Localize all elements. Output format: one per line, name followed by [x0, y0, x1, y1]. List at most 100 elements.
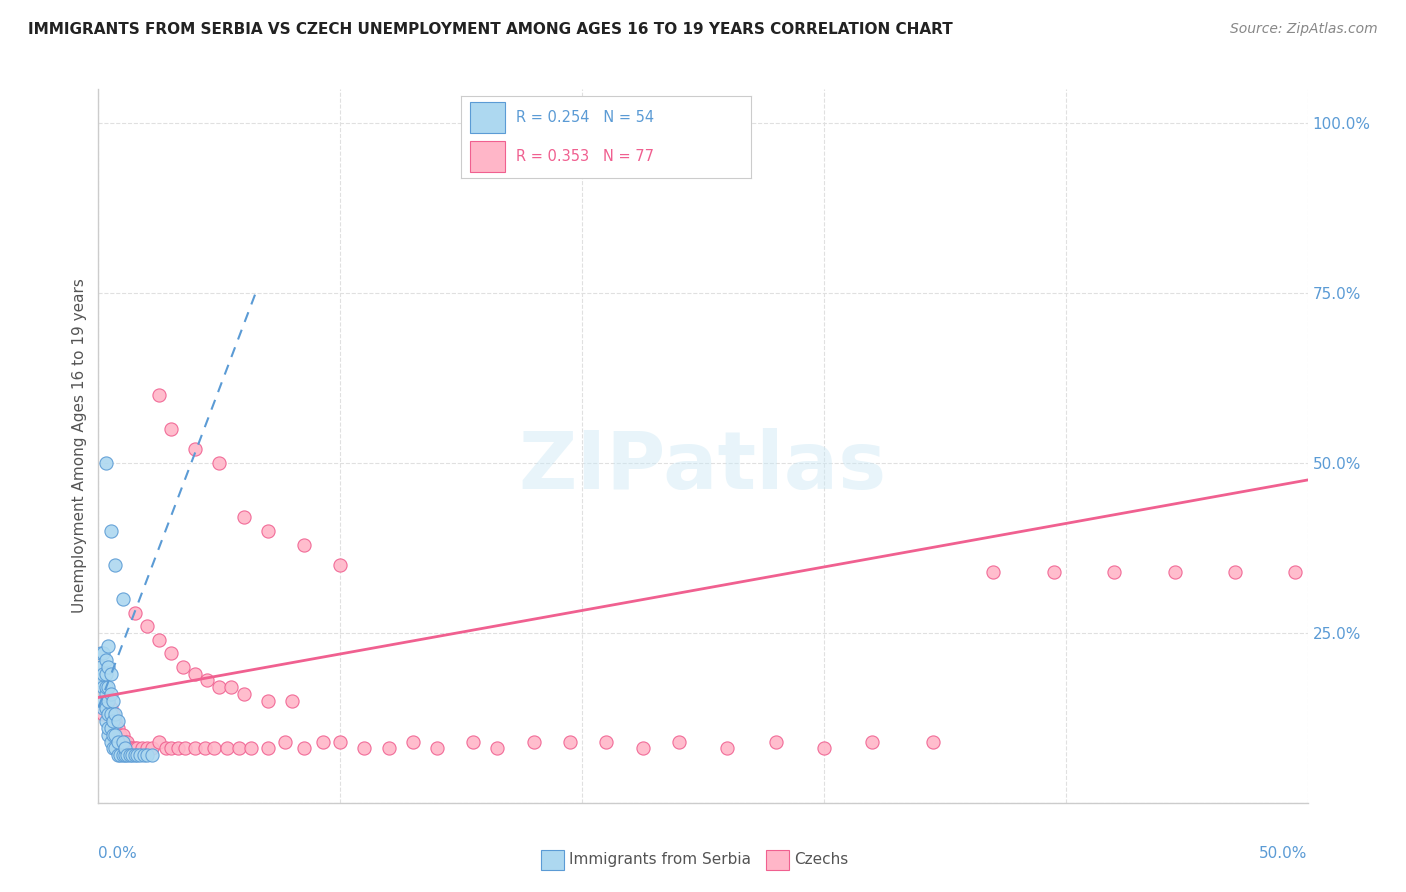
Text: 0.0%: 0.0% [98, 846, 138, 861]
Point [97, 694, 120, 708]
Point [329, 734, 352, 748]
Point [128, 748, 150, 763]
Point [124, 606, 146, 620]
Point [91, 680, 114, 694]
Point [402, 734, 425, 748]
Point [97, 680, 120, 694]
Point [127, 741, 149, 756]
Point [127, 748, 149, 763]
Point [100, 666, 122, 681]
Point [97, 640, 120, 654]
Point [100, 524, 122, 538]
Point [208, 680, 231, 694]
Point [232, 687, 254, 701]
Point [377, 741, 399, 756]
Y-axis label: Unemployment Among Ages 16 to 19 years: Unemployment Among Ages 16 to 19 years [72, 278, 87, 614]
Point [100, 721, 122, 735]
Point [100, 687, 122, 701]
Point [97, 721, 120, 735]
Point [765, 734, 787, 748]
Point [194, 741, 217, 756]
Point [204, 741, 226, 756]
Point [104, 714, 127, 729]
Point [100, 734, 122, 748]
Point [101, 707, 124, 722]
Point [195, 673, 218, 688]
Point [668, 734, 690, 748]
Point [221, 680, 243, 694]
Point [121, 748, 143, 763]
Point [91, 707, 114, 722]
Text: ZIPatlas: ZIPatlas [519, 428, 887, 507]
Point [94, 687, 117, 701]
Point [148, 632, 170, 647]
Point [117, 748, 139, 763]
Point [101, 741, 124, 756]
Point [160, 422, 183, 436]
Point [100, 707, 122, 722]
Point [114, 734, 136, 748]
Point [273, 734, 295, 748]
Point [107, 748, 129, 763]
Point [104, 741, 127, 756]
Point [135, 619, 157, 633]
Point [148, 734, 170, 748]
Point [117, 734, 139, 748]
Point [1284, 565, 1306, 579]
Point [97, 728, 120, 742]
Point [134, 748, 156, 763]
Point [1102, 565, 1125, 579]
Point [860, 734, 883, 748]
Point [208, 456, 231, 470]
Point [90, 646, 112, 660]
Text: Czechs: Czechs [794, 853, 849, 867]
Point [91, 700, 114, 714]
Text: 50.0%: 50.0% [1260, 846, 1308, 861]
Point [104, 707, 127, 722]
Point [631, 741, 654, 756]
Point [94, 653, 117, 667]
Point [94, 456, 117, 470]
Point [1223, 565, 1246, 579]
Point [184, 666, 207, 681]
Point [174, 741, 197, 756]
Point [104, 728, 127, 742]
Point [111, 748, 134, 763]
Point [101, 714, 124, 729]
Point [155, 741, 177, 756]
Point [148, 388, 170, 402]
Point [107, 734, 129, 748]
Point [118, 741, 141, 756]
Point [1163, 565, 1185, 579]
Point [107, 714, 129, 729]
Point [90, 660, 112, 674]
Point [239, 741, 262, 756]
Point [281, 694, 304, 708]
Point [981, 565, 1004, 579]
Point [141, 748, 163, 763]
Point [172, 660, 194, 674]
Point [111, 728, 134, 742]
Point [312, 734, 335, 748]
Point [94, 666, 117, 681]
Point [523, 734, 546, 748]
Point [91, 646, 114, 660]
Point [121, 741, 143, 756]
Point [94, 700, 117, 714]
Point [228, 741, 250, 756]
Point [215, 741, 238, 756]
Point [131, 741, 153, 756]
Point [486, 741, 509, 756]
Point [94, 714, 117, 729]
Text: Source: ZipAtlas.com: Source: ZipAtlas.com [1230, 22, 1378, 37]
Point [124, 741, 146, 756]
Point [141, 741, 163, 756]
Point [160, 646, 183, 660]
Point [292, 741, 315, 756]
Point [91, 666, 114, 681]
Point [107, 721, 129, 735]
Point [91, 694, 114, 708]
Point [256, 741, 278, 756]
Point [111, 734, 134, 748]
Point [101, 694, 124, 708]
